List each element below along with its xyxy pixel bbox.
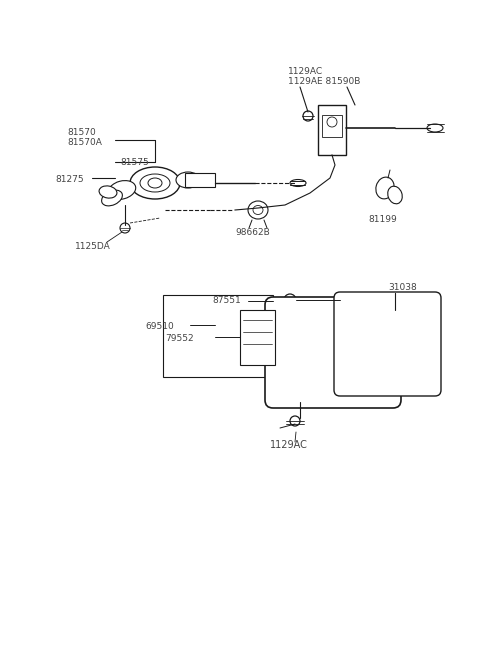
Text: 1129AC: 1129AC — [288, 67, 323, 76]
Text: 31038: 31038 — [388, 283, 417, 292]
Text: 1125DA: 1125DA — [75, 242, 111, 251]
Bar — [322, 115, 342, 137]
Ellipse shape — [253, 206, 263, 214]
Ellipse shape — [99, 186, 117, 198]
Text: 81570: 81570 — [67, 128, 96, 137]
Text: 79552: 79552 — [165, 334, 193, 343]
Circle shape — [303, 111, 313, 121]
Ellipse shape — [140, 174, 170, 192]
Ellipse shape — [102, 190, 122, 206]
Circle shape — [290, 416, 300, 426]
Circle shape — [120, 223, 130, 233]
Text: 81199: 81199 — [368, 215, 397, 224]
Bar — [240, 310, 275, 365]
Ellipse shape — [388, 186, 402, 204]
Text: 81275: 81275 — [55, 175, 84, 184]
Circle shape — [327, 117, 337, 127]
Ellipse shape — [290, 179, 306, 187]
Ellipse shape — [376, 177, 394, 199]
Text: 1129AE 81590B: 1129AE 81590B — [288, 77, 360, 86]
Text: 1129AC: 1129AC — [270, 440, 308, 450]
Ellipse shape — [148, 178, 162, 188]
Ellipse shape — [248, 201, 268, 219]
Ellipse shape — [130, 167, 180, 199]
FancyBboxPatch shape — [334, 292, 441, 396]
Ellipse shape — [176, 172, 200, 188]
Ellipse shape — [108, 181, 136, 200]
Text: 87551: 87551 — [212, 296, 241, 305]
Bar — [185, 173, 215, 187]
Bar — [163, 295, 273, 377]
Text: 98662B: 98662B — [235, 228, 270, 237]
FancyBboxPatch shape — [265, 297, 401, 408]
Bar — [318, 105, 346, 155]
Ellipse shape — [427, 124, 443, 132]
Text: 81575: 81575 — [120, 158, 149, 167]
Text: 81570A: 81570A — [67, 138, 102, 147]
Circle shape — [284, 294, 296, 306]
Text: 69510: 69510 — [145, 322, 174, 331]
